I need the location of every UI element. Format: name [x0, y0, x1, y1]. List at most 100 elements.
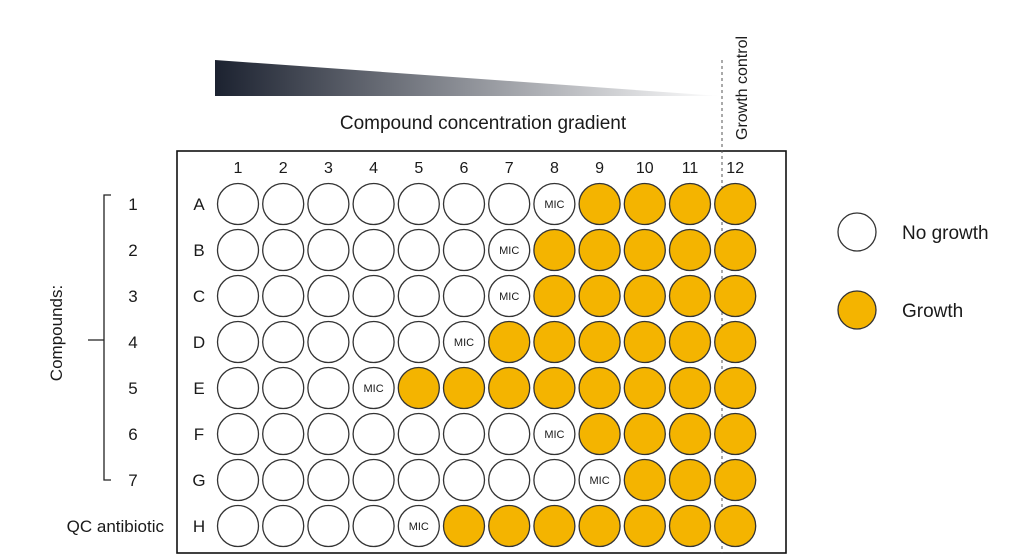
well-growth	[668, 504, 712, 548]
well-no-growth	[307, 274, 350, 318]
well-no-growth	[352, 504, 395, 548]
well-growth	[714, 320, 757, 364]
well-no-growth	[397, 412, 440, 456]
compound-row-label: 4	[128, 333, 137, 352]
well-no-growth	[488, 228, 531, 272]
well-growth	[623, 412, 666, 456]
column-header: 7	[505, 160, 514, 177]
well-no-growth	[442, 182, 486, 226]
legend-growth-label: Growth	[902, 301, 963, 322]
empty-well-icon	[837, 212, 877, 252]
well-no-growth	[262, 458, 305, 502]
well-no-growth	[352, 412, 395, 456]
well-growth	[714, 504, 757, 548]
well-no-growth	[488, 458, 531, 502]
well-no-growth	[352, 320, 395, 364]
row-letter: A	[193, 195, 205, 214]
well-no-growth	[578, 458, 621, 502]
well-no-growth	[442, 320, 486, 364]
well-no-growth	[397, 458, 440, 502]
well-no-growth	[442, 228, 486, 272]
well-growth	[578, 504, 621, 548]
compound-bracket	[88, 194, 111, 481]
legend: No growth Growth	[837, 212, 989, 330]
well-growth	[578, 366, 621, 410]
well-growth	[623, 274, 666, 318]
column-header: 10	[636, 160, 654, 177]
well-no-growth	[397, 274, 440, 318]
well-growth	[714, 458, 757, 502]
well-no-growth	[397, 182, 440, 226]
well-no-growth	[488, 274, 531, 318]
plate-outline	[176, 150, 787, 554]
well-growth	[668, 182, 712, 226]
well-growth	[533, 320, 576, 364]
well-growth	[533, 274, 576, 318]
well-growth	[714, 182, 757, 226]
well-growth	[442, 504, 486, 548]
well-no-growth	[262, 320, 305, 364]
qc-antibiotic-label: QC antibiotic	[67, 517, 165, 536]
column-headers: 1 2 3 4 5 6 7 8 9 10 11 12	[234, 160, 745, 177]
well-no-growth	[262, 228, 305, 272]
well-no-growth	[307, 458, 350, 502]
mic-label: MIC	[544, 429, 564, 441]
column-header: 3	[324, 160, 333, 177]
mic-label: MIC	[544, 199, 564, 211]
mic-label: MIC	[590, 475, 610, 487]
well-growth	[442, 366, 486, 410]
compound-row-label: 2	[128, 241, 137, 260]
column-header: 11	[682, 160, 699, 177]
row-letter: F	[194, 425, 204, 444]
concentration-gradient-wedge	[215, 60, 720, 96]
well-no-growth	[216, 366, 260, 410]
mic-label: MIC	[499, 245, 519, 257]
compound-row-labels: 1 2 3 4 5 6 7 QC antibiotic	[67, 195, 165, 536]
well-growth	[533, 228, 576, 272]
well-no-growth	[352, 274, 395, 318]
well-no-growth	[307, 366, 350, 410]
well-growth	[668, 412, 712, 456]
well-no-growth	[352, 366, 395, 410]
well-growth	[714, 412, 757, 456]
well-growth	[578, 228, 621, 272]
well-no-growth	[216, 458, 260, 502]
well-growth	[668, 458, 712, 502]
compound-row-label: 5	[128, 379, 137, 398]
column-header: 2	[279, 160, 288, 177]
well-no-growth	[442, 274, 486, 318]
legend-no-growth-label: No growth	[902, 223, 989, 244]
well-no-growth	[352, 228, 395, 272]
well-no-growth	[216, 412, 260, 456]
compounds-group-label: Compounds:	[47, 285, 66, 381]
row-letter: B	[193, 241, 204, 260]
well-growth	[668, 274, 712, 318]
well-no-growth	[488, 182, 531, 226]
well-growth	[578, 412, 621, 456]
well-growth	[714, 228, 757, 272]
row-letter: E	[193, 379, 204, 398]
row-letter: D	[193, 333, 205, 352]
well-growth	[668, 228, 712, 272]
row-letters: A B C D E F G H	[192, 195, 205, 536]
gradient-label: Compound concentration gradient	[340, 113, 627, 134]
well-no-growth	[262, 366, 305, 410]
well-growth	[397, 366, 440, 410]
well-no-growth	[262, 274, 305, 318]
well-no-growth	[216, 274, 260, 318]
well-no-growth	[216, 182, 260, 226]
well-growth	[714, 274, 757, 318]
mic-label: MIC	[409, 521, 429, 533]
mic-label: MIC	[499, 291, 519, 303]
well-no-growth	[216, 320, 260, 364]
well-no-growth	[307, 228, 350, 272]
well-growth	[623, 182, 666, 226]
well-grid: MIC MIC MIC MIC MIC MIC MIC MIC	[216, 182, 757, 548]
well-growth	[623, 504, 666, 548]
well-growth	[668, 366, 712, 410]
row-letter: G	[192, 471, 205, 490]
column-header: 6	[460, 160, 469, 177]
column-header: 4	[369, 160, 378, 177]
column-header: 8	[550, 160, 559, 177]
